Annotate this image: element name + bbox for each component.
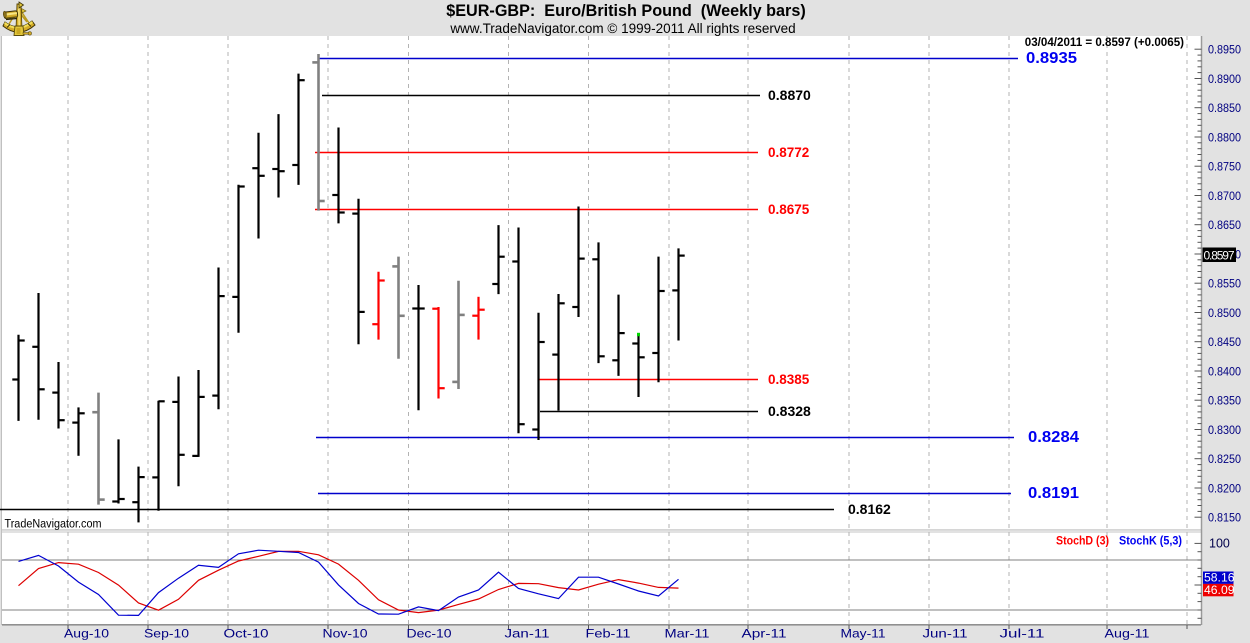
svg-text:StochD (3): StochD (3) xyxy=(1056,534,1109,548)
svg-text:0.8300: 0.8300 xyxy=(1208,423,1241,437)
svg-text:0.8550: 0.8550 xyxy=(1208,277,1241,291)
svg-text:0.8772: 0.8772 xyxy=(768,145,809,160)
svg-text:0.8500: 0.8500 xyxy=(1208,306,1241,320)
svg-text:0.8750: 0.8750 xyxy=(1208,160,1241,174)
svg-text:Apr-11: Apr-11 xyxy=(742,627,787,641)
svg-text:Aug-10: Aug-10 xyxy=(64,627,109,641)
svg-text:0.8800: 0.8800 xyxy=(1208,130,1241,144)
svg-text:Jul-11: Jul-11 xyxy=(1000,627,1045,641)
svg-text:0.8200: 0.8200 xyxy=(1208,481,1241,495)
svg-text:46.09: 46.09 xyxy=(1204,583,1235,597)
svg-text:www.TradeNavigator.com © 1999-: www.TradeNavigator.com © 1999-2011 All r… xyxy=(449,21,795,36)
svg-text:0.8650: 0.8650 xyxy=(1208,218,1241,232)
svg-text:Nov-10: Nov-10 xyxy=(323,627,368,641)
svg-text:100: 100 xyxy=(1209,537,1230,551)
svg-text:0.8328: 0.8328 xyxy=(768,403,811,419)
svg-text:0.8850: 0.8850 xyxy=(1208,101,1241,115)
svg-text:0.8597: 0.8597 xyxy=(1204,248,1235,262)
svg-text:StochK (5,3): StochK (5,3) xyxy=(1119,534,1182,548)
svg-text:0.8400: 0.8400 xyxy=(1208,364,1241,378)
svg-text:0.8675: 0.8675 xyxy=(768,202,810,217)
svg-text:Oct-10: Oct-10 xyxy=(224,627,269,641)
svg-text:0.8150: 0.8150 xyxy=(1208,511,1241,525)
svg-text:0.8935: 0.8935 xyxy=(1026,50,1077,67)
svg-text:Aug-11: Aug-11 xyxy=(1105,627,1150,641)
svg-text:0.8870: 0.8870 xyxy=(768,87,811,103)
svg-text:0.8700: 0.8700 xyxy=(1208,189,1241,203)
svg-text:0.8250: 0.8250 xyxy=(1208,452,1241,466)
svg-text:58.16: 58.16 xyxy=(1204,571,1235,585)
svg-text:Jan-11: Jan-11 xyxy=(505,627,550,641)
svg-text:0.8385: 0.8385 xyxy=(768,372,810,387)
svg-text:$EUR-GBP: Euro/British Pound: $EUR-GBP: Euro/British Pound (Weekly bar… xyxy=(446,2,805,20)
svg-text:0.8450: 0.8450 xyxy=(1208,335,1241,349)
svg-text:0.8162: 0.8162 xyxy=(848,501,891,517)
svg-text:TradeNavigator.com: TradeNavigator.com xyxy=(5,516,102,530)
svg-text:Feb-11: Feb-11 xyxy=(586,627,631,641)
svg-text:0.8191: 0.8191 xyxy=(1028,485,1079,502)
svg-text:Dec-10: Dec-10 xyxy=(407,627,452,641)
svg-text:May-11: May-11 xyxy=(841,627,886,641)
svg-text:Mar-11: Mar-11 xyxy=(665,627,710,641)
svg-text:0.8284: 0.8284 xyxy=(1028,429,1079,446)
svg-text:0.8950: 0.8950 xyxy=(1208,43,1241,57)
svg-text:03/04/2011 = 0.8597 (+0.0065): 03/04/2011 = 0.8597 (+0.0065) xyxy=(1025,36,1184,49)
svg-text:0.8350: 0.8350 xyxy=(1208,394,1241,408)
svg-text:Jun-11: Jun-11 xyxy=(923,627,968,641)
svg-text:0.8900: 0.8900 xyxy=(1208,72,1241,86)
svg-text:Sep-10: Sep-10 xyxy=(144,627,189,641)
